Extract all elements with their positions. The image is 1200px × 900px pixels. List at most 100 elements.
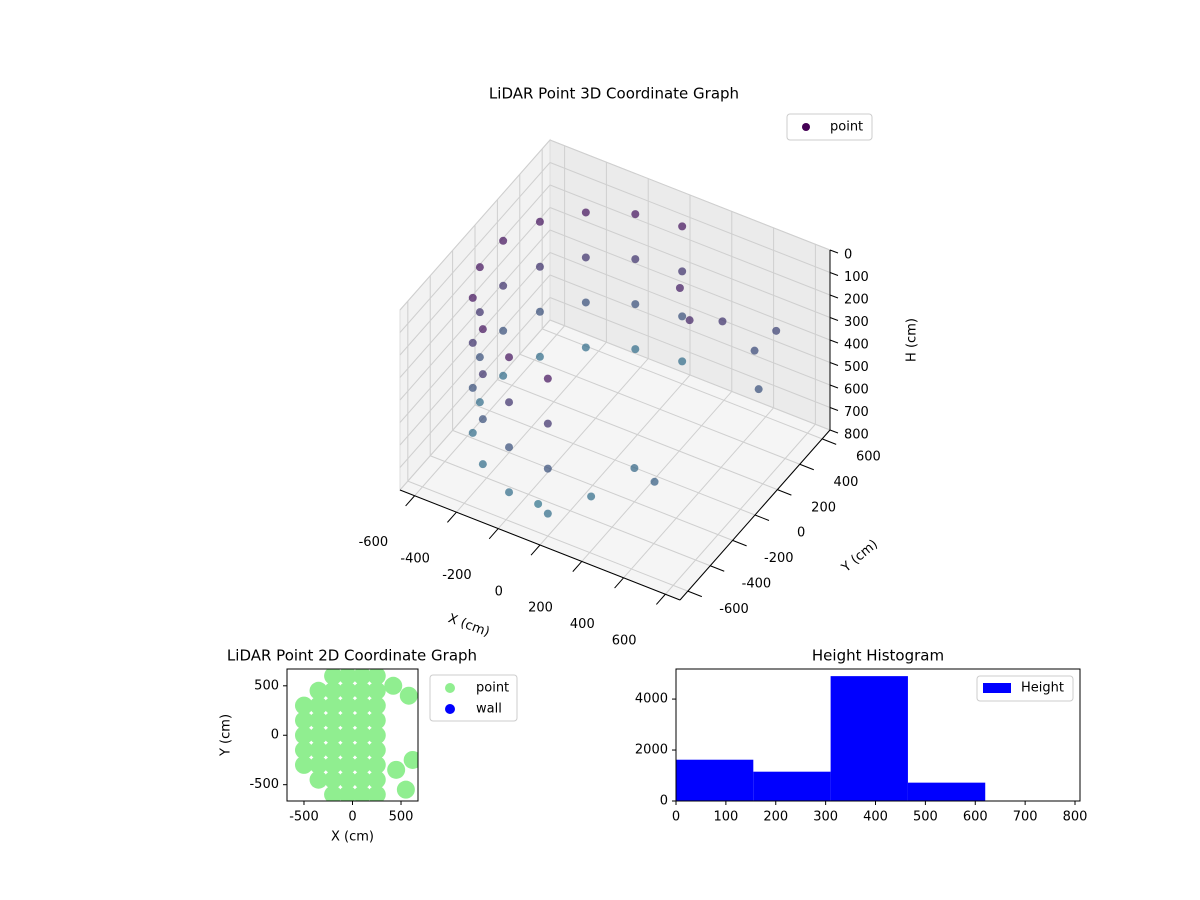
point bbox=[754, 385, 763, 394]
point bbox=[367, 755, 386, 774]
point bbox=[309, 696, 328, 715]
grid-line bbox=[407, 480, 689, 592]
point bbox=[353, 711, 372, 730]
x-axis-label: X (cm) bbox=[446, 611, 492, 640]
x-tick-label: 600 bbox=[963, 810, 988, 825]
point bbox=[367, 669, 386, 685]
x-tick bbox=[488, 528, 499, 540]
point bbox=[353, 726, 372, 745]
point bbox=[324, 711, 343, 730]
grid-line bbox=[549, 274, 831, 386]
bar bbox=[907, 782, 986, 801]
y-tick-label: -400 bbox=[742, 576, 772, 591]
point bbox=[384, 676, 403, 695]
point bbox=[294, 696, 313, 715]
y-tick-label: 0 bbox=[271, 728, 279, 743]
legend-marker bbox=[445, 704, 455, 714]
point bbox=[353, 669, 372, 685]
point bbox=[309, 741, 328, 760]
x-tick-label: 0 bbox=[348, 810, 356, 825]
x-tick bbox=[614, 577, 624, 589]
point bbox=[772, 326, 781, 335]
x-axis-label: X (cm) bbox=[331, 830, 374, 845]
point bbox=[338, 726, 357, 745]
x-tick-label: -600 bbox=[359, 535, 389, 550]
point bbox=[324, 741, 343, 760]
axis-line bbox=[399, 489, 681, 601]
point bbox=[543, 464, 552, 473]
point bbox=[309, 755, 328, 774]
point bbox=[675, 284, 684, 293]
y-tick-label: 600 bbox=[856, 450, 881, 465]
point bbox=[338, 696, 357, 715]
grid-line bbox=[549, 184, 831, 296]
point bbox=[294, 755, 313, 774]
point bbox=[468, 338, 477, 347]
point bbox=[581, 298, 590, 307]
plot-area bbox=[294, 669, 418, 801]
y-tick-label: -200 bbox=[764, 551, 794, 566]
x-tick-label: 300 bbox=[813, 810, 838, 825]
grid-line bbox=[399, 252, 551, 423]
axis-line bbox=[679, 429, 831, 601]
point bbox=[475, 308, 484, 317]
grid-line bbox=[474, 404, 756, 516]
point bbox=[468, 428, 477, 437]
legend-label: point bbox=[476, 681, 509, 696]
point bbox=[505, 443, 514, 452]
y-tick bbox=[777, 489, 792, 496]
point bbox=[535, 307, 544, 316]
legend-marker bbox=[983, 683, 1011, 693]
point bbox=[478, 460, 487, 469]
legend-box bbox=[786, 113, 873, 141]
x-tick-label: 400 bbox=[863, 810, 888, 825]
grid-line bbox=[399, 207, 551, 378]
x-tick bbox=[655, 593, 666, 605]
grid-line bbox=[497, 379, 778, 491]
z-tick bbox=[829, 407, 839, 411]
point bbox=[324, 669, 343, 685]
point bbox=[294, 726, 313, 745]
point bbox=[468, 293, 477, 302]
point bbox=[587, 492, 596, 501]
grid-line bbox=[399, 229, 551, 401]
z-tick-label: 800 bbox=[844, 428, 869, 443]
point bbox=[478, 415, 487, 424]
point bbox=[505, 488, 514, 497]
legend-label: point bbox=[830, 120, 863, 135]
point bbox=[324, 726, 343, 745]
grid-line bbox=[399, 162, 551, 333]
x-tick-label: -200 bbox=[442, 568, 472, 583]
point bbox=[367, 711, 386, 730]
x-tick bbox=[447, 511, 457, 523]
point bbox=[324, 696, 343, 715]
chart-title: LiDAR Point 3D Coordinate Graph bbox=[489, 85, 739, 103]
point bbox=[338, 741, 357, 760]
grid-line bbox=[452, 429, 733, 541]
point bbox=[475, 353, 484, 362]
point bbox=[353, 696, 372, 715]
point bbox=[338, 711, 357, 730]
z-tick bbox=[829, 384, 839, 389]
y-tick-label: 200 bbox=[811, 500, 836, 515]
chart-title: Height Histogram bbox=[812, 647, 944, 665]
point bbox=[324, 785, 343, 801]
x-tick-label: 0 bbox=[495, 584, 503, 599]
point bbox=[499, 281, 508, 290]
point bbox=[678, 267, 687, 276]
y-tick-label: -500 bbox=[249, 777, 279, 792]
point bbox=[678, 357, 687, 366]
point bbox=[367, 770, 386, 789]
point bbox=[650, 477, 659, 486]
point bbox=[499, 236, 508, 245]
x-tick bbox=[405, 495, 416, 507]
grid-line bbox=[519, 353, 800, 465]
point bbox=[543, 419, 552, 428]
point bbox=[535, 217, 544, 226]
x-tick-label: 200 bbox=[528, 601, 553, 616]
point bbox=[631, 255, 640, 264]
x-tick-label: 400 bbox=[570, 617, 595, 632]
grid-line bbox=[399, 184, 551, 356]
point bbox=[534, 499, 543, 508]
point bbox=[396, 780, 415, 799]
